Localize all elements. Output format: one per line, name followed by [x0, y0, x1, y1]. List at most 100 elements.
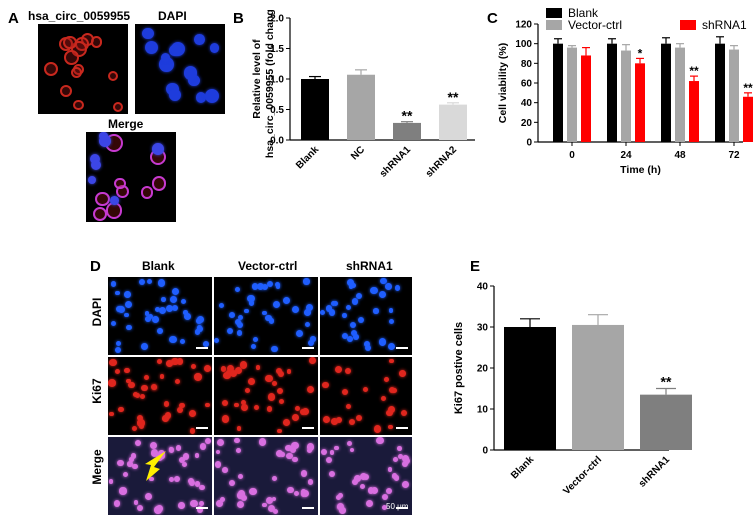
panel-a-title-right: DAPI: [158, 9, 187, 23]
cell-nucleus: [286, 452, 293, 460]
cell-nucleus: [156, 327, 163, 334]
cell-nucleus: [248, 300, 255, 306]
y-tick-label: 30: [477, 323, 489, 334]
legend-swatch: [546, 20, 562, 30]
cell-nucleus: [387, 467, 393, 472]
cell-nucleus: [113, 500, 121, 507]
cell-nucleus: [249, 487, 257, 496]
panel-d-row-2: Ki67: [90, 378, 104, 404]
micrograph-dapi-vector-ctrl: [214, 277, 318, 355]
cell-nucleus: [335, 365, 343, 374]
cell-nucleus: [267, 393, 275, 401]
cell-nucleus: [199, 443, 207, 450]
cell-nucleus: [43, 61, 58, 76]
cell-nucleus: [354, 475, 362, 483]
cell-nucleus: [161, 52, 171, 63]
micrograph-dapi: [135, 24, 225, 114]
cell-nucleus: [280, 452, 285, 457]
cell-nucleus: [299, 409, 306, 416]
cell-nucleus: [266, 280, 274, 288]
cell-nucleus: [205, 402, 210, 408]
panel-a-title-left: hsa_circ_0059955: [28, 9, 131, 23]
cell-nucleus: [244, 388, 250, 394]
cell-nucleus: [158, 450, 165, 457]
cell-nucleus: [151, 176, 167, 191]
cell-nucleus: [235, 319, 242, 326]
cell-nucleus: [236, 330, 243, 336]
cell-nucleus: [204, 365, 212, 372]
chart-e: 0 10 20 30 40 Blank Vector-ctrl ** shRNA1 Ki67 po…: [453, 282, 692, 497]
cell-nucleus: [362, 386, 368, 392]
cell-nucleus: [325, 305, 333, 313]
bar-blank: [607, 43, 617, 142]
cell-nucleus: [226, 327, 234, 335]
cell-nucleus: [247, 294, 255, 302]
cell-nucleus: [223, 372, 231, 380]
cell-nucleus: [331, 418, 338, 425]
cell-nucleus: [234, 367, 243, 375]
y-tick-label: 120: [515, 20, 532, 31]
cell-nucleus: [385, 487, 392, 494]
scale-bar: [196, 427, 208, 429]
cell-nucleus: [358, 316, 365, 323]
cell-nucleus: [362, 473, 370, 481]
cell-nucleus: [248, 377, 255, 385]
cell-nucleus: [157, 359, 162, 364]
cell-nucleus: [199, 484, 205, 491]
significance-label: **: [402, 108, 413, 124]
cell-nucleus: [399, 370, 406, 377]
x-tick-label: Vector-ctrl: [561, 454, 604, 497]
cell-nucleus: [240, 399, 247, 406]
cell-nucleus: [293, 490, 300, 497]
x-tick-label: 0: [569, 150, 575, 161]
cell-nucleus: [109, 358, 117, 367]
cell-nucleus: [349, 322, 356, 329]
cell-nucleus: [114, 368, 120, 374]
cell-nucleus: [113, 101, 124, 112]
cell-nucleus: [118, 305, 126, 313]
cell-nucleus: [373, 425, 382, 433]
cell-nucleus: [215, 449, 221, 455]
cell-nucleus: [202, 340, 209, 347]
cell-nucleus: [125, 301, 133, 309]
cell-nucleus: [135, 392, 141, 398]
scale-bar-label: 50 μm: [386, 502, 409, 511]
cell-nucleus: [241, 404, 248, 412]
cell-nucleus: [283, 419, 291, 426]
cell-nucleus: [127, 461, 133, 467]
cell-nucleus: [145, 41, 159, 55]
scale-bar: [396, 347, 408, 349]
cell-nucleus: [272, 300, 281, 308]
cell-nucleus: [179, 456, 186, 463]
cell-nucleus: [335, 494, 341, 500]
cell-nucleus: [225, 370, 231, 375]
cell-nucleus: [234, 437, 240, 443]
cell-nucleus: [188, 74, 200, 87]
cell-nucleus: [266, 405, 273, 412]
cell-nucleus: [265, 374, 273, 382]
cell-nucleus: [196, 325, 203, 332]
cell-nucleus: [275, 450, 283, 458]
cell-nucleus: [394, 284, 401, 291]
cell-nucleus: [165, 360, 173, 367]
cell-nucleus: [302, 490, 310, 498]
cell-nucleus: [183, 310, 188, 315]
cell-nucleus: [306, 385, 314, 393]
x-tick-label: 72: [728, 150, 740, 161]
cell-nucleus: [335, 417, 342, 424]
cell-nucleus: [234, 402, 239, 408]
cell-nucleus: [275, 367, 282, 374]
cell-nucleus: [71, 67, 83, 79]
cell-nucleus: [295, 329, 304, 338]
cell-nucleus: [380, 277, 387, 285]
cell-nucleus: [215, 461, 222, 468]
x-tick-label: Blank: [294, 144, 321, 171]
cell-nucleus: [268, 505, 276, 513]
cell-nucleus: [291, 441, 299, 450]
cell-nucleus: [305, 304, 313, 312]
cell-nucleus: [194, 480, 201, 487]
cell-nucleus: [381, 395, 387, 402]
y-tick-label: 20: [521, 118, 533, 129]
cell-nucleus: [110, 281, 117, 287]
cell-nucleus: [138, 278, 145, 285]
